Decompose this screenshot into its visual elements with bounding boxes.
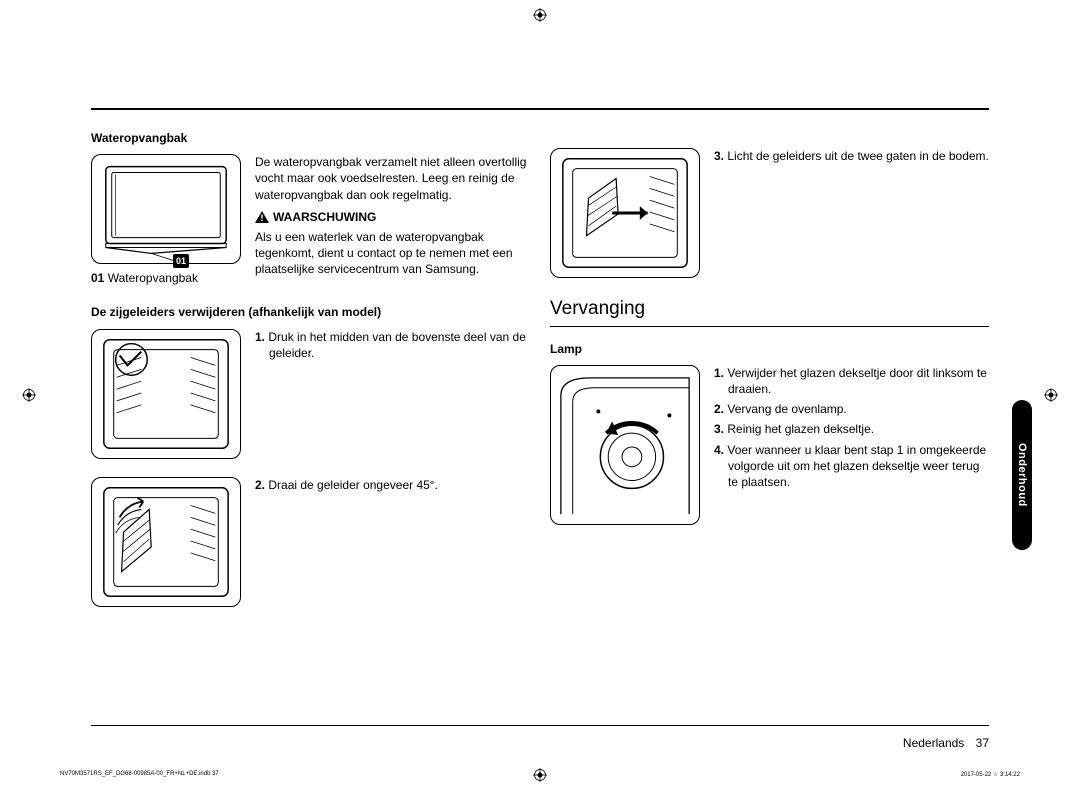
heading-vervanging: Vervanging	[550, 296, 989, 327]
guide-step2: 2. Draai de geleider ongeveer 45°.	[255, 477, 530, 493]
warning-row: WAARSCHUWING	[255, 209, 530, 225]
side-tab-onderhoud: Onderhoud	[1012, 400, 1032, 550]
footer-language: Nederlands	[903, 736, 964, 750]
step-num: 1.	[714, 366, 724, 380]
figure-guide-step3	[550, 148, 700, 278]
print-metadata: NV70M3571RS_EF_DG68-00985A-00_FR+NL+DE.i…	[60, 771, 1020, 778]
figure-lamp	[550, 365, 700, 525]
footer-page-number: 37	[976, 736, 989, 750]
lamp-step: 3. Reinig het glazen dekseltje.	[714, 421, 989, 437]
step-text: Druk in het midden van de bovenste deel …	[268, 330, 526, 360]
figure-guide-step2	[91, 477, 241, 607]
crop-mark-icon	[533, 8, 547, 22]
caption-water: 01 Wateropvangbak	[91, 270, 241, 286]
oven-front-illustration	[92, 154, 240, 264]
lamp-steps-list: 1. Verwijder het glazen dekseltje door d…	[714, 365, 989, 490]
guide-step1: 1. Druk in het midden van de bovenste de…	[255, 329, 530, 361]
column-right: 3. Licht de geleiders uit de twee gaten …	[550, 130, 989, 720]
step-num: 4.	[714, 443, 724, 457]
lamp-step: 4. Voer wanneer u klaar bent stap 1 in o…	[714, 442, 989, 491]
heading-lamp: Lamp	[550, 341, 989, 357]
step-num: 3.	[714, 422, 724, 436]
figure-water-tray: 01 01 Wateropvangbak	[91, 154, 241, 286]
top-rule	[91, 108, 989, 110]
step-text: Voer wanneer u klaar bent stap 1 in omge…	[724, 443, 986, 489]
step-num: 1.	[255, 330, 265, 344]
step-num: 2.	[255, 478, 265, 492]
oven-interior-illustration	[92, 477, 240, 607]
heading-guides: De zijgeleiders verwijderen (afhankelijk…	[91, 304, 530, 320]
content-area: Wateropvangbak 01 01 Wateropvang	[91, 130, 989, 720]
lamp-step: 1. Verwijder het glazen dekseltje door d…	[714, 365, 989, 397]
warning-text: Als u een waterlek van de wateropvangbak…	[255, 229, 530, 278]
figure-guide-step1	[91, 329, 241, 459]
crop-mark-icon	[1044, 388, 1058, 402]
warning-icon	[255, 211, 269, 223]
step-text: Licht de geleiders uit de twee gaten in …	[727, 149, 989, 163]
water-description: De wateropvangbak verzamelt niet alleen …	[255, 154, 530, 203]
caption-text: Wateropvangbak	[108, 271, 198, 285]
lamp-step: 2. Vervang de ovenlamp.	[714, 401, 989, 417]
crop-mark-icon	[22, 388, 36, 402]
oven-interior-illustration	[92, 329, 240, 459]
column-left: Wateropvangbak 01 01 Wateropvang	[91, 130, 530, 720]
step-text: Reinig het glazen dekseltje.	[724, 422, 874, 436]
warning-label: WAARSCHUWING	[273, 209, 376, 225]
step-text: Verwijder het glazen dekseltje door dit …	[724, 366, 987, 396]
callout-01: 01	[173, 254, 189, 268]
step-num: 3.	[714, 149, 724, 163]
step-num: 2.	[714, 402, 724, 416]
heading-wateropvangbak: Wateropvangbak	[91, 130, 530, 146]
oven-interior-illustration	[551, 148, 699, 278]
lamp-illustration	[551, 365, 699, 525]
print-timestamp: 2017-05-22 ☆ 3:14:22	[961, 771, 1020, 778]
print-filename: NV70M3571RS_EF_DG68-00985A-00_FR+NL+DE.i…	[60, 771, 219, 778]
caption-num: 01	[91, 271, 104, 285]
guide-step3: 3. Licht de geleiders uit de twee gaten …	[714, 148, 989, 164]
step-text: Vervang de ovenlamp.	[724, 402, 847, 416]
page-footer: Nederlands 37	[91, 725, 989, 750]
side-tab-label: Onderhoud	[1016, 443, 1028, 507]
step-text: Draai de geleider ongeveer 45°.	[268, 478, 438, 492]
